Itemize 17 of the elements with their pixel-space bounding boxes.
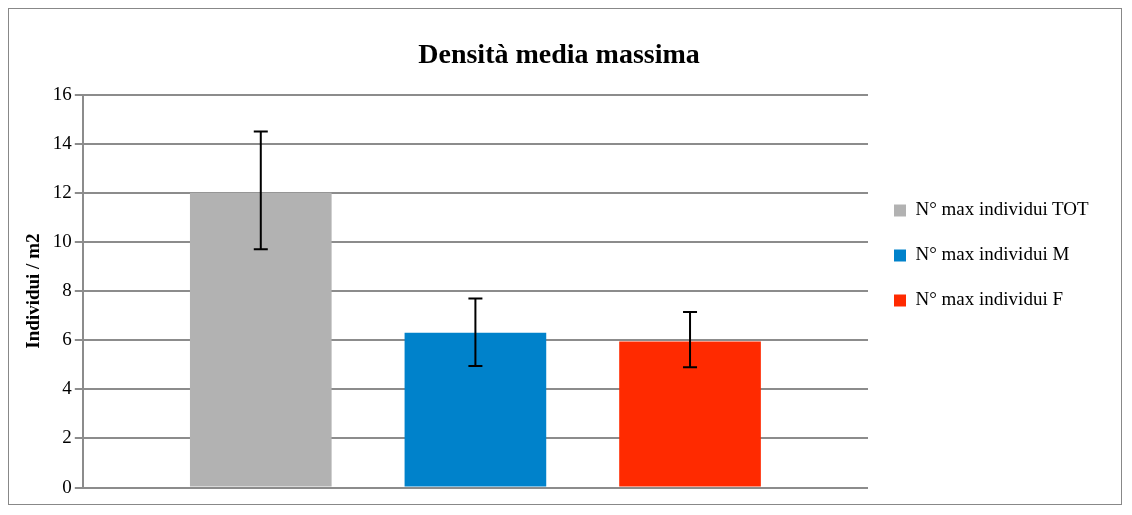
legend-label: N° max individui TOT — [915, 198, 1090, 220]
y-tick-label: 12 — [52, 180, 72, 202]
y-tick-label: 2 — [62, 426, 72, 448]
bar — [619, 341, 761, 487]
y-tick-label: 14 — [52, 131, 73, 153]
y-tick-label: 6 — [62, 328, 72, 350]
legend-label: N° max individui F — [915, 288, 1063, 310]
y-tick-label: 0 — [62, 475, 72, 497]
bar — [404, 332, 547, 487]
y-axis-title: Individui / m2 — [22, 233, 44, 349]
bar — [189, 192, 332, 487]
y-tick-label: 8 — [62, 279, 72, 301]
y-tick-label: 10 — [52, 229, 72, 251]
y-tick-label: 16 — [52, 82, 72, 104]
y-tick-label: 4 — [62, 377, 73, 399]
chart-title: Densità media massima — [418, 38, 700, 70]
legend-label: N° max individui M — [915, 243, 1070, 265]
